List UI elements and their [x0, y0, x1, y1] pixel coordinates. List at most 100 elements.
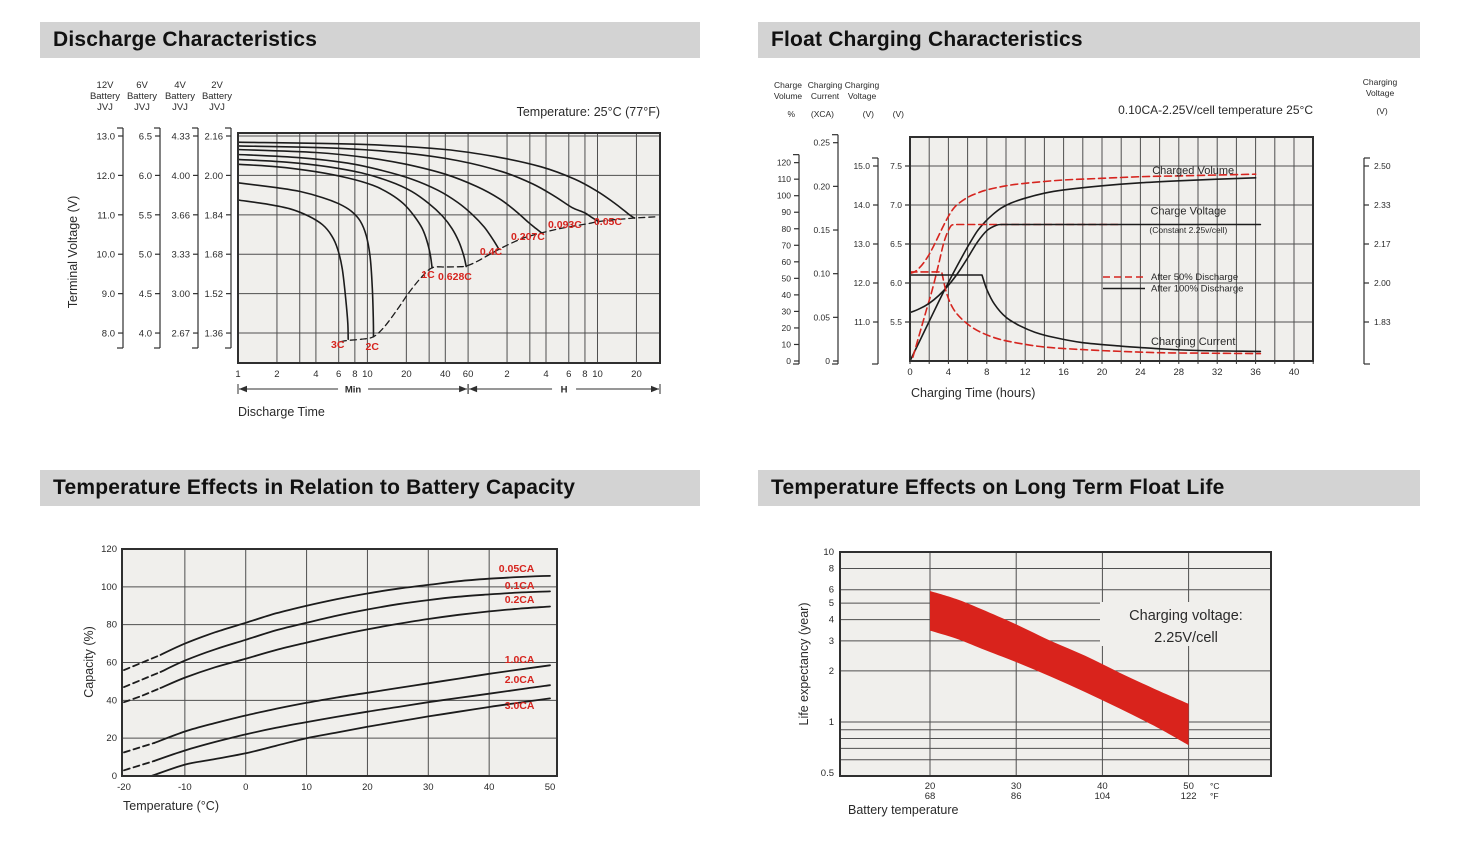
- capacity-curve-dashed-0.2CA: [123, 687, 162, 704]
- svg-text:12.0: 12.0: [97, 171, 116, 182]
- svg-text:(V): (V): [863, 109, 875, 119]
- svg-text:6: 6: [336, 369, 341, 380]
- y-scale-header: Battery: [165, 91, 195, 102]
- y-scale-header: JVJ: [172, 102, 188, 113]
- svg-text:0.25: 0.25: [813, 138, 830, 148]
- charging-voltage-annotation: 2.25V/cell: [1154, 630, 1218, 646]
- cutoff-envelope: [339, 216, 657, 343]
- curve-label-1.0CA: 1.0CA: [505, 654, 535, 666]
- svg-text:4: 4: [829, 615, 834, 626]
- svg-text:5: 5: [829, 598, 834, 609]
- svg-text:0.05: 0.05: [813, 312, 830, 322]
- curve-label-1C: 1C: [421, 269, 435, 281]
- svg-text:30: 30: [423, 782, 434, 793]
- svg-text:24: 24: [1135, 367, 1146, 378]
- annotation-charge-voltage: Charge Voltage: [1150, 205, 1226, 217]
- x-axis-label: Temperature (°C): [123, 799, 219, 813]
- svg-text:8: 8: [829, 563, 834, 574]
- svg-text:Charge: Charge: [774, 80, 802, 90]
- x-axis-label: Battery temperature: [848, 803, 959, 817]
- charge-voltage-after-50-discharge: [912, 223, 1122, 358]
- svg-text:104: 104: [1094, 791, 1110, 802]
- svg-text:20: 20: [925, 781, 936, 792]
- svg-text:6.5: 6.5: [139, 132, 152, 143]
- svg-text:0: 0: [786, 356, 791, 366]
- curve-label-0.628C: 0.628C: [438, 271, 472, 283]
- y-scale-header: JVJ: [134, 102, 150, 113]
- svg-text:120: 120: [101, 544, 117, 555]
- svg-text:2.67: 2.67: [172, 329, 191, 340]
- charged-volume-after-50-discharge: [909, 173, 1257, 275]
- svg-text:8: 8: [352, 369, 357, 380]
- svg-text:6.5: 6.5: [890, 239, 902, 249]
- svg-text:7.5: 7.5: [890, 161, 902, 171]
- svg-text:0.10: 0.10: [813, 269, 830, 279]
- svg-text:3.33: 3.33: [172, 250, 191, 261]
- svg-text:2.33: 2.33: [1374, 200, 1391, 210]
- svg-text:1.52: 1.52: [205, 289, 224, 300]
- curve-label-0.093C: 0.093C: [548, 219, 582, 231]
- discharge-curve-0.093C: [237, 145, 599, 222]
- svg-text:4: 4: [313, 369, 318, 380]
- svg-text:28: 28: [1174, 367, 1185, 378]
- svg-text:4.0: 4.0: [139, 329, 152, 340]
- section-title-float-life: Temperature Effects on Long Term Float L…: [758, 470, 1420, 506]
- svg-text:2.50: 2.50: [1374, 161, 1391, 171]
- svg-text:3.00: 3.00: [172, 289, 191, 300]
- capacity-curve-3.0CA: [150, 697, 551, 777]
- float-life-chart: Charging voltage:2.25V/cell1086543210.52…: [797, 547, 1272, 817]
- capacity-curve-dashed-1.0CA: [123, 742, 156, 754]
- celsius-unit: °C: [1210, 781, 1220, 791]
- svg-text:4.5: 4.5: [139, 289, 152, 300]
- section-title-temperature-capacity: Temperature Effects in Relation to Batte…: [40, 470, 700, 506]
- svg-text:0: 0: [907, 367, 912, 378]
- svg-text:H: H: [561, 385, 568, 396]
- svg-text:60: 60: [106, 657, 117, 668]
- svg-text:4: 4: [543, 369, 548, 380]
- svg-text:30: 30: [1011, 781, 1022, 792]
- svg-text:-20: -20: [117, 782, 131, 793]
- capacity-curve-1.0CA: [153, 664, 551, 744]
- svg-text:15.0: 15.0: [853, 161, 870, 171]
- curve-label-0.1CA: 0.1CA: [505, 580, 535, 592]
- y-scale-header: 12V: [97, 80, 115, 91]
- svg-text:1: 1: [829, 717, 834, 728]
- discharge-curve-0.207C: [237, 148, 544, 235]
- svg-text:5.0: 5.0: [139, 250, 152, 261]
- svg-text:5.5: 5.5: [890, 317, 902, 327]
- svg-text:80: 80: [106, 620, 117, 631]
- svg-text:70: 70: [782, 240, 792, 250]
- capacity-curve-dashed-0.05CA: [123, 654, 162, 671]
- svg-text:20: 20: [106, 733, 117, 744]
- svg-text:6: 6: [566, 369, 571, 380]
- svg-text:1.36: 1.36: [205, 329, 224, 340]
- svg-text:13.0: 13.0: [97, 132, 116, 143]
- svg-text:(V): (V): [1376, 106, 1388, 116]
- charged-volume-after-100-discharge: [909, 177, 1257, 362]
- y-scale-header: JVJ: [97, 102, 113, 113]
- charging-note: 0.10CA-2.25V/cell temperature 25°C: [1118, 103, 1313, 117]
- svg-text:4.00: 4.00: [172, 171, 191, 182]
- svg-text:4: 4: [946, 367, 951, 378]
- float-charging-plot: 0102030405060708090100110120ChargeVolume…: [774, 77, 1398, 400]
- svg-text:60: 60: [782, 257, 792, 267]
- svg-text:20: 20: [782, 323, 792, 333]
- svg-text:10: 10: [782, 339, 792, 349]
- svg-text:20: 20: [631, 369, 642, 380]
- y-scale-header: 2V: [211, 80, 223, 91]
- svg-text:10: 10: [823, 547, 834, 558]
- curve-label-0.05CA: 0.05CA: [499, 563, 535, 575]
- svg-text:Charging: Charging: [1363, 77, 1398, 87]
- x-axis-label: Charging Time (hours): [911, 386, 1035, 400]
- svg-text:40: 40: [1097, 781, 1108, 792]
- curve-label-0.4C: 0.4C: [480, 246, 503, 258]
- svg-text:2: 2: [504, 369, 509, 380]
- capacity-curve-0.2CA: [159, 605, 551, 689]
- svg-text:2.00: 2.00: [205, 171, 224, 182]
- x-axis-label: Discharge Time: [238, 405, 325, 419]
- y-axis-label: Life expectancy (year): [797, 603, 811, 726]
- svg-text:10: 10: [362, 369, 373, 380]
- temperature-capacity-chart: 0.05CA 0.1CA 0.2CA 1.0CA 2.0CA 3.0CA 0 20 40 60 80…: [82, 544, 558, 813]
- svg-text:20: 20: [362, 782, 373, 793]
